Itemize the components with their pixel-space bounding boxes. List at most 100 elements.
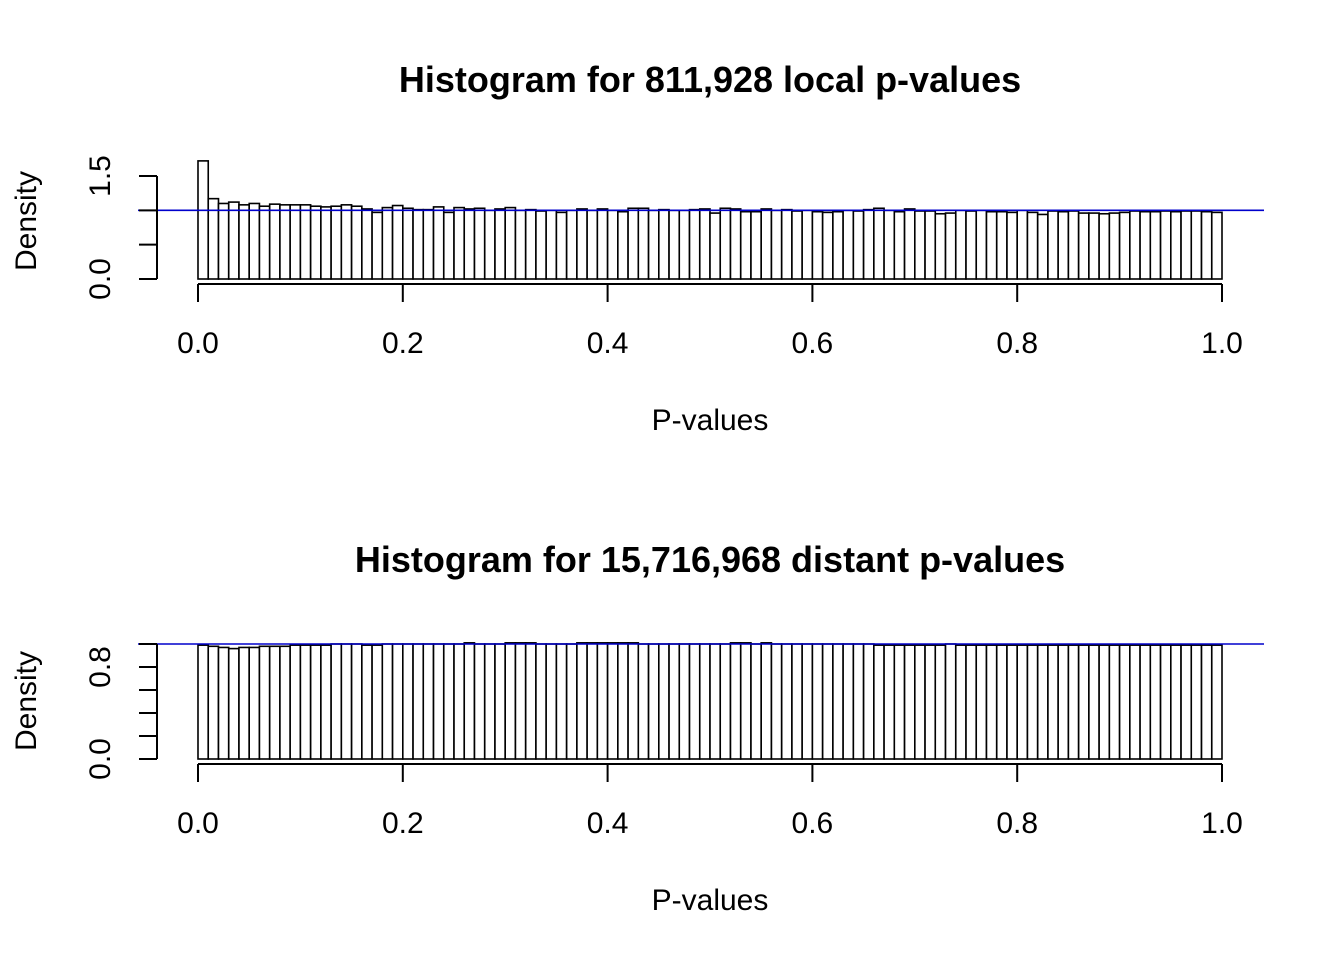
histogram-bar [412,643,425,760]
histogram-bar [873,644,885,760]
histogram-bar [330,643,343,760]
histogram-bar [668,209,681,280]
histogram-bar [678,643,691,760]
histogram-bar [750,210,763,280]
histogram-bar [494,208,506,280]
histogram-bar [811,210,824,280]
histogram-bar [770,209,783,280]
histogram-bar [709,643,722,760]
histogram-bar [842,209,855,280]
histogram-bar [422,208,435,280]
histogram-bar [197,160,210,280]
histogram-bar [483,643,496,760]
histogram-bar [1026,211,1039,280]
histogram-bar [524,642,537,760]
histogram-bar [1036,213,1049,280]
histogram-bar [657,208,670,280]
histogram-bar [412,208,425,280]
histogram-bar [821,211,834,280]
histogram-bar [1077,212,1090,280]
histogram-bar [934,644,947,760]
histogram-bar [965,644,978,760]
histogram-bar [289,204,302,280]
histogram-bar [893,644,906,760]
histogram-bar [401,643,414,760]
histogram-bar [1067,644,1080,760]
histogram-bar [647,643,660,760]
histogram-bar [248,646,261,760]
histogram-bar [821,643,834,760]
histogram-bar [893,210,906,280]
histogram-bar [1190,210,1203,280]
histogram-bar [924,644,937,760]
histogram-bar [780,643,793,760]
histogram-bar [975,644,988,760]
histogram-bar [739,210,752,280]
histogram-bar [698,643,711,760]
histogram-bar [739,642,752,760]
histogram-bar [750,643,763,760]
histogram-bar [995,210,1008,280]
histogram-bar [1098,644,1111,760]
bars [138,160,1264,280]
histogram-bar [483,209,496,280]
histogram-bar [463,208,476,280]
histogram-bar [1118,211,1131,280]
histogram-bar [913,210,926,280]
histogram-bar [944,643,957,760]
axes: 0.0 0.2 0.4 0.6 0.8 1.0 0.0 1.5 [84,155,1243,360]
histogram-bar [1139,210,1152,280]
histogram-bar [391,204,404,280]
x-tick-label: 0.6 [792,327,834,360]
histogram-bar [1129,210,1141,280]
histogram-bar [350,205,363,280]
histogram-bar [576,208,588,280]
histogram-bar [1077,644,1090,760]
histogram-bar [944,212,957,280]
y-tick-label: 1.5 [84,155,117,197]
histogram-bar [832,210,844,280]
histogram-bar [586,209,599,280]
histogram-bar [934,212,947,280]
histogram-bar [606,209,619,280]
y-tick-label: 0.0 [84,258,117,300]
histogram-bar [535,210,547,280]
histogram-bar [309,205,322,280]
histogram-bar [381,643,394,760]
histogram-bar [268,203,281,280]
histogram-bar [1098,212,1111,280]
histogram-bar [637,643,650,760]
histogram-bar [1088,644,1100,760]
histogram-bar [207,645,220,760]
histogram-bar [1057,644,1070,760]
histogram-bar [903,208,916,280]
histogram-bar [1180,210,1193,280]
histogram-bar [320,206,332,280]
histogram-bar [617,642,629,760]
histogram-bar [217,202,230,280]
histogram-bar [350,643,363,760]
histogram-bar [596,208,609,280]
histogram-bar [975,209,988,280]
histogram-bar [1026,644,1039,760]
histogram-bar [422,643,435,760]
histogram-bar [279,204,291,280]
histogram-bar [1088,212,1100,280]
histogram-bar [606,642,619,760]
histogram-bar [791,210,803,280]
histogram-bar [258,205,271,280]
histogram-bar [320,644,332,760]
histogram-bar [217,646,230,760]
histogram-bar [1108,644,1121,760]
histogram-bar [391,643,404,760]
histogram-bar [1170,210,1182,280]
x-tick-label: 0.0 [177,807,219,840]
histogram-bar [780,208,793,280]
x-tick-label: 0.0 [177,327,219,360]
histogram-bar [494,643,506,760]
chart-title: Histogram for 15,716,968 distant p-value… [355,539,1065,580]
histogram-bar [524,208,537,280]
histogram-bar [719,643,732,760]
